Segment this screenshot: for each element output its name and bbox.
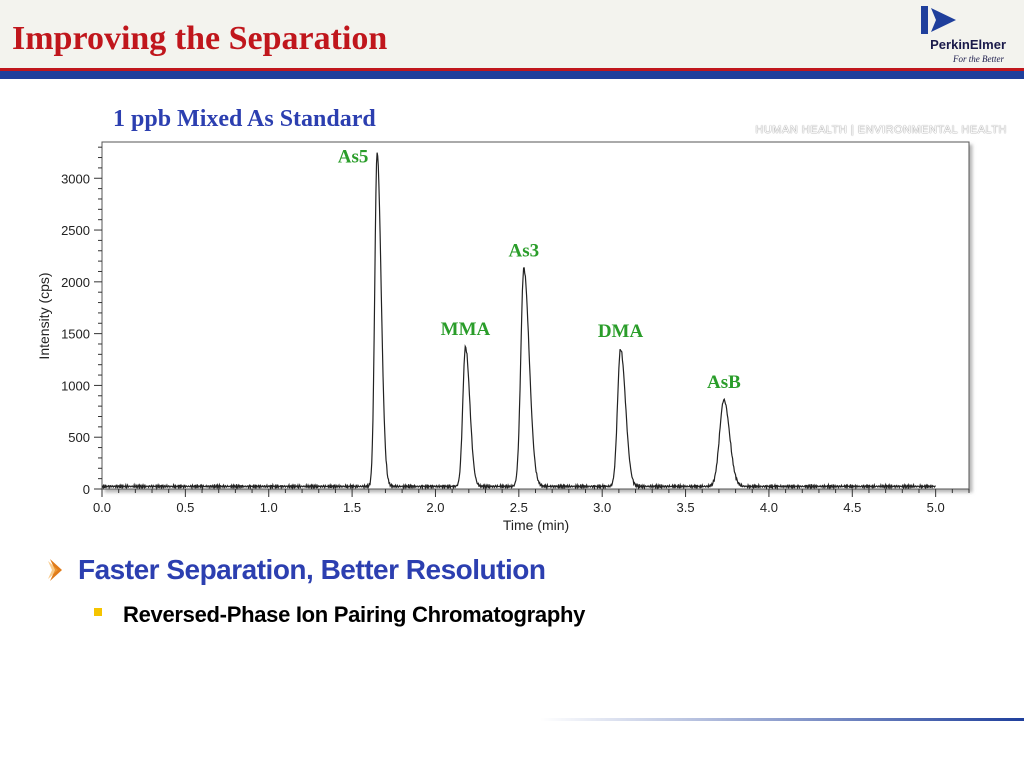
perkinelmer-logo: PerkinElmer For the Better	[896, 4, 1012, 66]
y-axis-label: Intensity (cps)	[36, 272, 52, 359]
slide-title: Improving the Separation	[12, 20, 388, 57]
bullet-main: Faster Separation, Better Resolution	[46, 554, 546, 586]
chromatogram-chart: 1 ppb Mixed As Standard 0.0 0.5 1.0 1.5 2.0 2…	[36, 106, 970, 533]
chromatogram-trace	[101, 152, 936, 491]
x-axis-label: Time (min)	[503, 517, 569, 533]
x-axis: 0.0 0.5 1.0 1.5 2.0 2.5 3.0 3.5 4.0 4.5 5.0	[93, 489, 970, 515]
x-tick-label: 0.5	[176, 500, 194, 515]
peak-label-asb: AsB	[707, 372, 741, 393]
bullet-sub: Reversed-Phase Ion Pairing Chromatograph…	[94, 602, 585, 628]
peak-label-dma: DMA	[598, 321, 644, 342]
footer-gradient-line	[540, 718, 1024, 721]
y-tick-label: 1500	[61, 327, 90, 342]
bullet-sub-text: Reversed-Phase Ion Pairing Chromatograph…	[123, 602, 586, 627]
x-tick-label: 4.5	[843, 500, 861, 515]
chevron-bullet-icon	[48, 559, 62, 581]
y-axis: 0 500 1000 1500 2000 2500 3000	[61, 146, 102, 497]
plot-area	[101, 141, 970, 490]
square-bullet-icon	[94, 608, 102, 616]
x-tick-label: 5.0	[927, 500, 945, 515]
x-tick-label: 4.0	[760, 500, 778, 515]
chart-title: 1 ppb Mixed As Standard	[113, 106, 376, 132]
logo-brand-text: PerkinElmer	[930, 37, 1006, 52]
logo-tagline: For the Better	[953, 54, 1004, 64]
division-tagline: HUMAN HEALTH | ENVIRONMENTAL HEALTH	[755, 124, 1007, 136]
logo-mark-icon	[921, 6, 956, 34]
x-tick-label: 1.0	[260, 500, 278, 515]
peak-label-as5: As5	[338, 146, 369, 167]
header-divider-blue	[0, 71, 1024, 79]
peak-labels: As5 MMA As3 DMA AsB	[338, 146, 741, 393]
y-tick-label: 0	[83, 482, 90, 497]
y-tick-label: 500	[68, 430, 90, 445]
x-tick-label: 3.0	[593, 500, 611, 515]
slide-header: Improving the Separation PerkinElmer For…	[0, 0, 1024, 68]
x-tick-label: 3.5	[677, 500, 695, 515]
x-tick-label: 0.0	[93, 500, 111, 515]
x-tick-label: 1.5	[343, 500, 361, 515]
y-tick-label: 2500	[61, 223, 90, 238]
y-tick-label: 3000	[61, 171, 90, 186]
peak-label-mma: MMA	[441, 319, 491, 340]
y-tick-label: 2000	[61, 275, 90, 290]
y-tick-label: 1000	[61, 378, 90, 393]
x-tick-label: 2.5	[510, 500, 528, 515]
x-tick-label: 2.0	[426, 500, 444, 515]
header-divider-red	[0, 68, 1024, 71]
bullet-main-text: Faster Separation, Better Resolution	[78, 554, 546, 585]
peak-label-as3: As3	[509, 240, 540, 261]
